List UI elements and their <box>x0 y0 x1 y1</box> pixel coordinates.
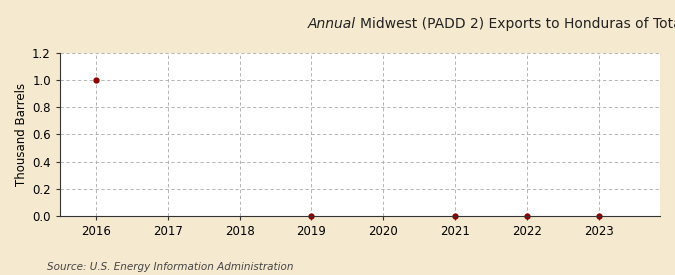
Text: Source: U.S. Energy Information Administration: Source: U.S. Energy Information Administ… <box>47 262 294 272</box>
Text: Midwest (PADD 2) Exports to Honduras of Total Petroleum Products: Midwest (PADD 2) Exports to Honduras of … <box>360 17 675 31</box>
Text: Annual: Annual <box>308 17 360 31</box>
Y-axis label: Thousand Barrels: Thousand Barrels <box>15 83 28 186</box>
